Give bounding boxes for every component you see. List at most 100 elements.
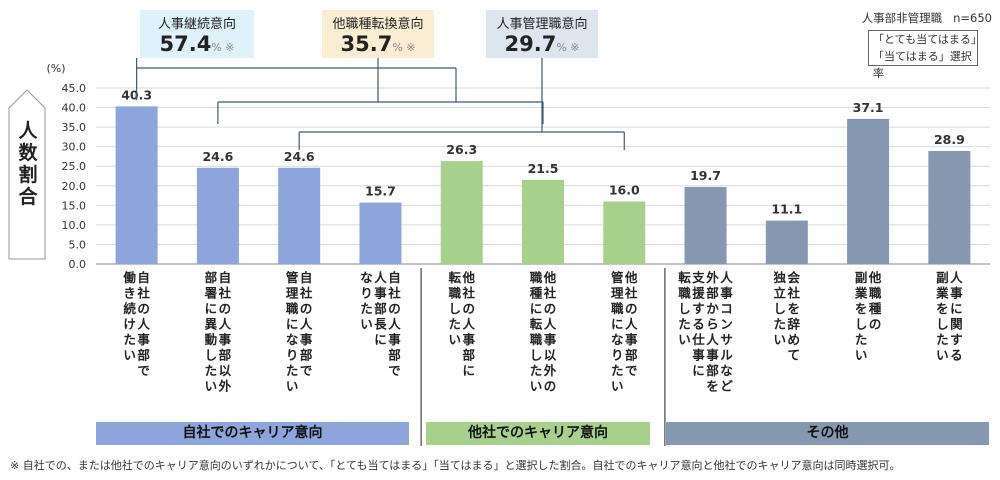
category-label-char: 事 [462, 332, 475, 347]
y-tick-label: 35.0 [62, 121, 87, 134]
category-label-char: い [611, 379, 624, 394]
bar [684, 186, 727, 264]
bar-value-label: 24.6 [202, 149, 233, 164]
category-label-char: 人 [300, 317, 313, 332]
category-label-char: り [286, 348, 299, 363]
category-label-char: 援 [692, 286, 705, 301]
category-label-char: 人 [462, 317, 475, 332]
category-label-char: 事 [720, 286, 733, 301]
category-label-char: し [855, 317, 868, 332]
category-label-char: 管 [611, 270, 624, 285]
category-label-char: の [219, 301, 232, 316]
category-label-char: し [936, 317, 949, 332]
group-label-other: その他 [666, 422, 989, 445]
footnote: ※ 自社での、または他社でのキャリア意向のいずれかについて、「とても当てはまる」… [10, 459, 901, 472]
category-label-char: 社 [624, 286, 638, 301]
category-label-char: 自 [219, 270, 232, 285]
category-label-char: 事 [388, 332, 401, 347]
category-label-char: る [950, 348, 963, 363]
category-label-char: の [625, 301, 638, 316]
category-label-char: を [936, 301, 949, 316]
category-label-char: た [678, 317, 691, 332]
category-label-char: 社 [461, 286, 475, 301]
category-label-char: た [774, 317, 787, 332]
category-label-char: 動 [205, 332, 218, 347]
category-label-char: り [360, 286, 373, 301]
category-label-char: 職 [286, 301, 299, 316]
category-label-char: 支 [691, 270, 705, 285]
category-label-char: の [137, 301, 150, 316]
category-label-char: に [205, 301, 218, 316]
category-label-char: な [286, 332, 299, 347]
category-label-char: 業 [935, 286, 949, 301]
bar-value-label: 11.1 [771, 202, 802, 217]
category-label-char: 人 [720, 270, 733, 285]
category-label-char: で [300, 363, 313, 378]
category-label-char: き [123, 286, 136, 301]
category-label-char: 関 [950, 317, 963, 332]
category-label-char: し [774, 301, 787, 316]
category-label-char: の [544, 379, 557, 394]
y-axis-title: 人数割合 [18, 120, 38, 208]
category-label-char: 事 [692, 348, 705, 363]
category-label-char: 理 [286, 286, 299, 301]
category-label-char: 外 [543, 363, 557, 378]
y-tick-label: 0.0 [69, 258, 87, 271]
bar [847, 118, 890, 264]
category-label-char: し [678, 301, 691, 316]
category-label-char: 部 [388, 348, 401, 363]
category-label-char: な [611, 332, 624, 347]
category-label-char: い [530, 379, 543, 394]
category-label-char: 自 [388, 270, 401, 285]
category-label-char: 事 [706, 348, 719, 363]
category-label-char: い [448, 332, 461, 347]
category-label-char: 人 [706, 332, 719, 347]
callout-value: 29.7 [504, 32, 557, 56]
category-label-char: 以 [219, 363, 232, 378]
category-label-char: 部 [706, 286, 719, 301]
category-label-char: た [123, 332, 136, 347]
bar-value-label: 37.1 [853, 100, 884, 115]
category-label-char: し [530, 348, 543, 363]
category-label-char: た [205, 363, 218, 378]
bar-value-label: 26.3 [446, 142, 477, 157]
category-label-char: 他 [624, 270, 638, 285]
category-label-char: 他 [868, 270, 882, 285]
category-label-char: の [300, 301, 313, 316]
group-label-other-company: 他社でのキャリア意向 [426, 422, 650, 445]
sample-group: 人事部非管理職 [861, 11, 943, 25]
category-label-char: 転 [448, 270, 461, 285]
category-label-char: り [611, 348, 624, 363]
category-label-char: 人 [137, 317, 150, 332]
category-label-char: 長 [374, 317, 387, 332]
category-label-char: す [692, 301, 705, 316]
category-label-char: た [936, 332, 949, 347]
category-label-char: 働 [122, 270, 136, 285]
category-label-char: の [544, 301, 557, 316]
category-label-char: ン [720, 317, 733, 332]
bar [440, 161, 483, 264]
group-label-own-company: 自社でのキャリア意向 [96, 422, 409, 445]
category-label-char: 社 [136, 286, 150, 301]
category-label-char: 職 [530, 332, 543, 347]
category-label-char: い [123, 348, 136, 363]
category-label-char: 異 [205, 317, 218, 332]
category-label-char: 事 [300, 332, 313, 347]
category-label-char: 他 [461, 270, 475, 285]
category-label-char: い [360, 317, 373, 332]
category-label-char: 転 [530, 317, 543, 332]
sample-size: n=650 [953, 11, 992, 25]
category-label-char: に [692, 363, 705, 378]
category-label-char: 部 [625, 348, 638, 363]
category-label-char: 人 [544, 317, 557, 332]
category-label-char: 事 [374, 286, 387, 301]
bar [522, 179, 564, 264]
category-label-char: 外 [218, 379, 232, 394]
bar [278, 167, 321, 264]
category-label-char: 続 [123, 301, 136, 316]
category-label-char: 事 [950, 286, 963, 301]
category-label-char: 事 [625, 332, 638, 347]
callout-transfer: 他職種転換意向 35.7% ※ [322, 10, 434, 58]
y-tick-label: 5.0 [69, 238, 87, 251]
category-label-char: 理 [611, 286, 624, 301]
